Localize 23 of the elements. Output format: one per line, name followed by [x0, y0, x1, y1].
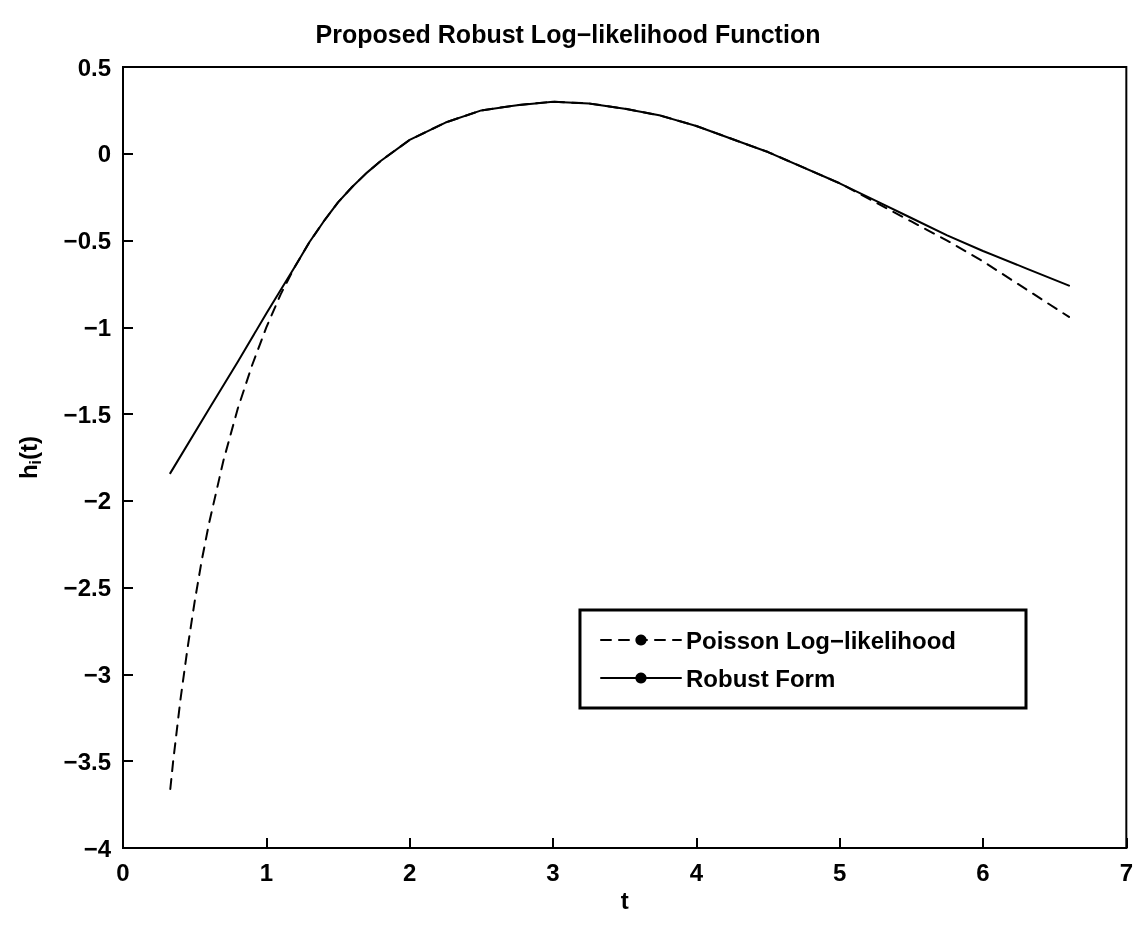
y-tick-label: −3 [83, 660, 111, 688]
y-tick-label: 0 [97, 140, 111, 168]
y-tick-label: 0.5 [77, 53, 111, 81]
y-tick-label: −1 [83, 313, 111, 341]
legend-label: Robust Form [685, 664, 836, 692]
x-axis-title: t [620, 887, 629, 915]
y-tick-label: −2.5 [63, 574, 111, 602]
y-tick-label: −0.5 [63, 227, 111, 255]
x-tick-label: 6 [976, 858, 990, 886]
x-tick-label: 3 [546, 858, 560, 886]
y-axis-title: hi(t) [14, 435, 44, 480]
y-tick-label: −3.5 [63, 747, 111, 775]
x-tick-label: 2 [402, 858, 417, 886]
legend-label: Poisson Log−likelihood [685, 626, 957, 654]
x-tick-label: 5 [832, 858, 847, 886]
y-tick-label: −2 [83, 487, 111, 515]
x-tick-label: 0 [116, 858, 130, 886]
y-tick-label: −4 [83, 834, 112, 862]
x-tick-label: 7 [1119, 858, 1134, 886]
x-tick-label: 1 [259, 858, 274, 886]
chart-title: Proposed Robust Log−likelihood Function [315, 19, 821, 48]
x-tick-label: 4 [689, 858, 704, 886]
y-tick-label: −1.5 [63, 400, 111, 428]
